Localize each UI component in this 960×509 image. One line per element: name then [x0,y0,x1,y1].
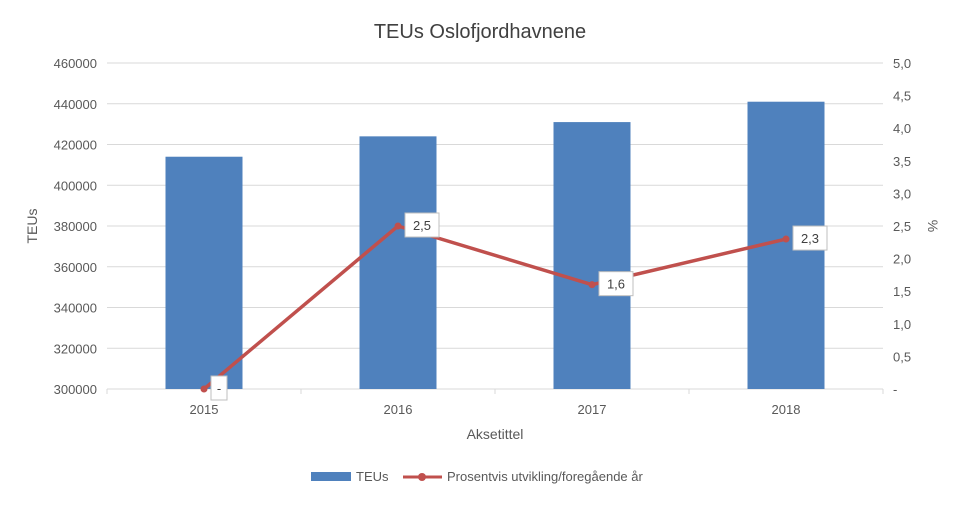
y2-tick-label: 0,5 [893,349,911,364]
line-series [202,224,787,391]
line-point [200,385,208,393]
y2-tick-label: 2,0 [893,252,911,267]
data-label-box [404,212,440,238]
line-point [588,281,596,289]
y2-axis-title: % [925,220,941,232]
y-tick-label: 340000 [54,301,97,316]
y-tick-label: 440000 [54,97,97,112]
y-tick-label: 380000 [54,219,97,234]
legend-label-line: Prosentvis utvikling/foregående år [447,469,644,484]
legend-swatch-teus [311,472,351,481]
y2-tick-label: 1,5 [893,284,911,299]
data-label-box [792,225,828,251]
y-tick-label: 400000 [54,178,97,193]
data-label: 2,3 [801,231,819,246]
legend-marker-line [418,473,426,481]
y2-tick-label: 3,0 [893,186,911,201]
x-tick-label: 2017 [578,402,607,417]
data-label-box [598,271,634,297]
y2-tick-label: 3,5 [893,154,911,169]
bar-2015 [165,156,243,389]
y2-tick-label: 1,0 [893,317,911,332]
y2-tick-label: 4,0 [893,121,911,136]
y2-tick-label: 4,5 [893,89,911,104]
y-tick-label: 300000 [54,382,97,397]
y-tick-label: 420000 [54,138,97,153]
chart-title: TEUs Oslofjordhavnene [374,21,586,43]
y-tick-label: 320000 [54,341,97,356]
y2-tick-label: 2,5 [893,219,911,234]
y2-tick-label: - [893,382,897,397]
line-point [394,222,402,230]
bar-2016 [359,136,437,389]
legend: TEUs Prosentvis utvikling/foregående år [311,469,644,484]
bar-2017 [553,122,631,390]
legend-label-teus: TEUs [356,469,389,484]
data-label: 1,6 [607,277,625,292]
x-tick-label: 2016 [384,402,413,417]
y-tick-label: 460000 [54,56,97,71]
data-label-box [210,375,228,401]
data-label: - [217,381,221,396]
line-point [782,235,790,243]
y2-tick-label: 5,0 [893,56,911,71]
x-tick-label: 2018 [772,402,801,417]
data-label: 2,5 [413,218,431,233]
y-tick-label: 360000 [54,260,97,275]
x-tick-label: 2015 [190,402,219,417]
y-axis-title: TEUs [24,209,40,244]
x-axis-title: Aksetittel [467,426,524,442]
